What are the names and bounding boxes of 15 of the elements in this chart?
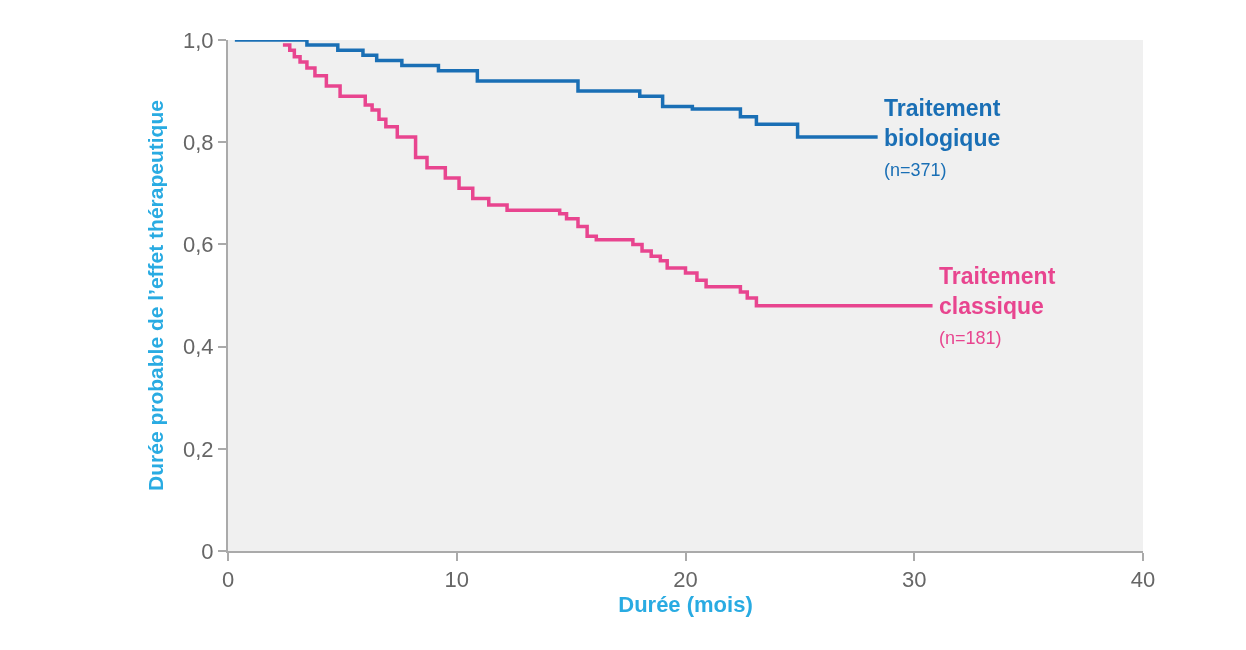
x-tick-label: 20 xyxy=(673,567,698,593)
series-label: Traitement classique (n=181) xyxy=(939,263,1056,348)
y-tick-label: 0,6 xyxy=(183,232,214,258)
x-tick-label: 40 xyxy=(1130,567,1156,593)
x-tick-label: 0 xyxy=(221,567,235,593)
x-axis-title: Durée (mois) xyxy=(618,592,753,618)
y-tick-label: 1,0 xyxy=(183,27,214,53)
y-tick-label: 0,8 xyxy=(183,129,214,155)
y-tick-label: 0 xyxy=(201,538,214,564)
x-tick-label: 30 xyxy=(902,567,927,593)
x-tick-label: 10 xyxy=(444,567,469,593)
y-axis-title: Durée probable de l’effet thérapeutique xyxy=(143,100,167,491)
series-label: Traitement biologique (n=371) xyxy=(884,95,1001,180)
y-tick-label: 0,2 xyxy=(183,436,214,462)
y-tick-label: 0,4 xyxy=(183,334,214,360)
